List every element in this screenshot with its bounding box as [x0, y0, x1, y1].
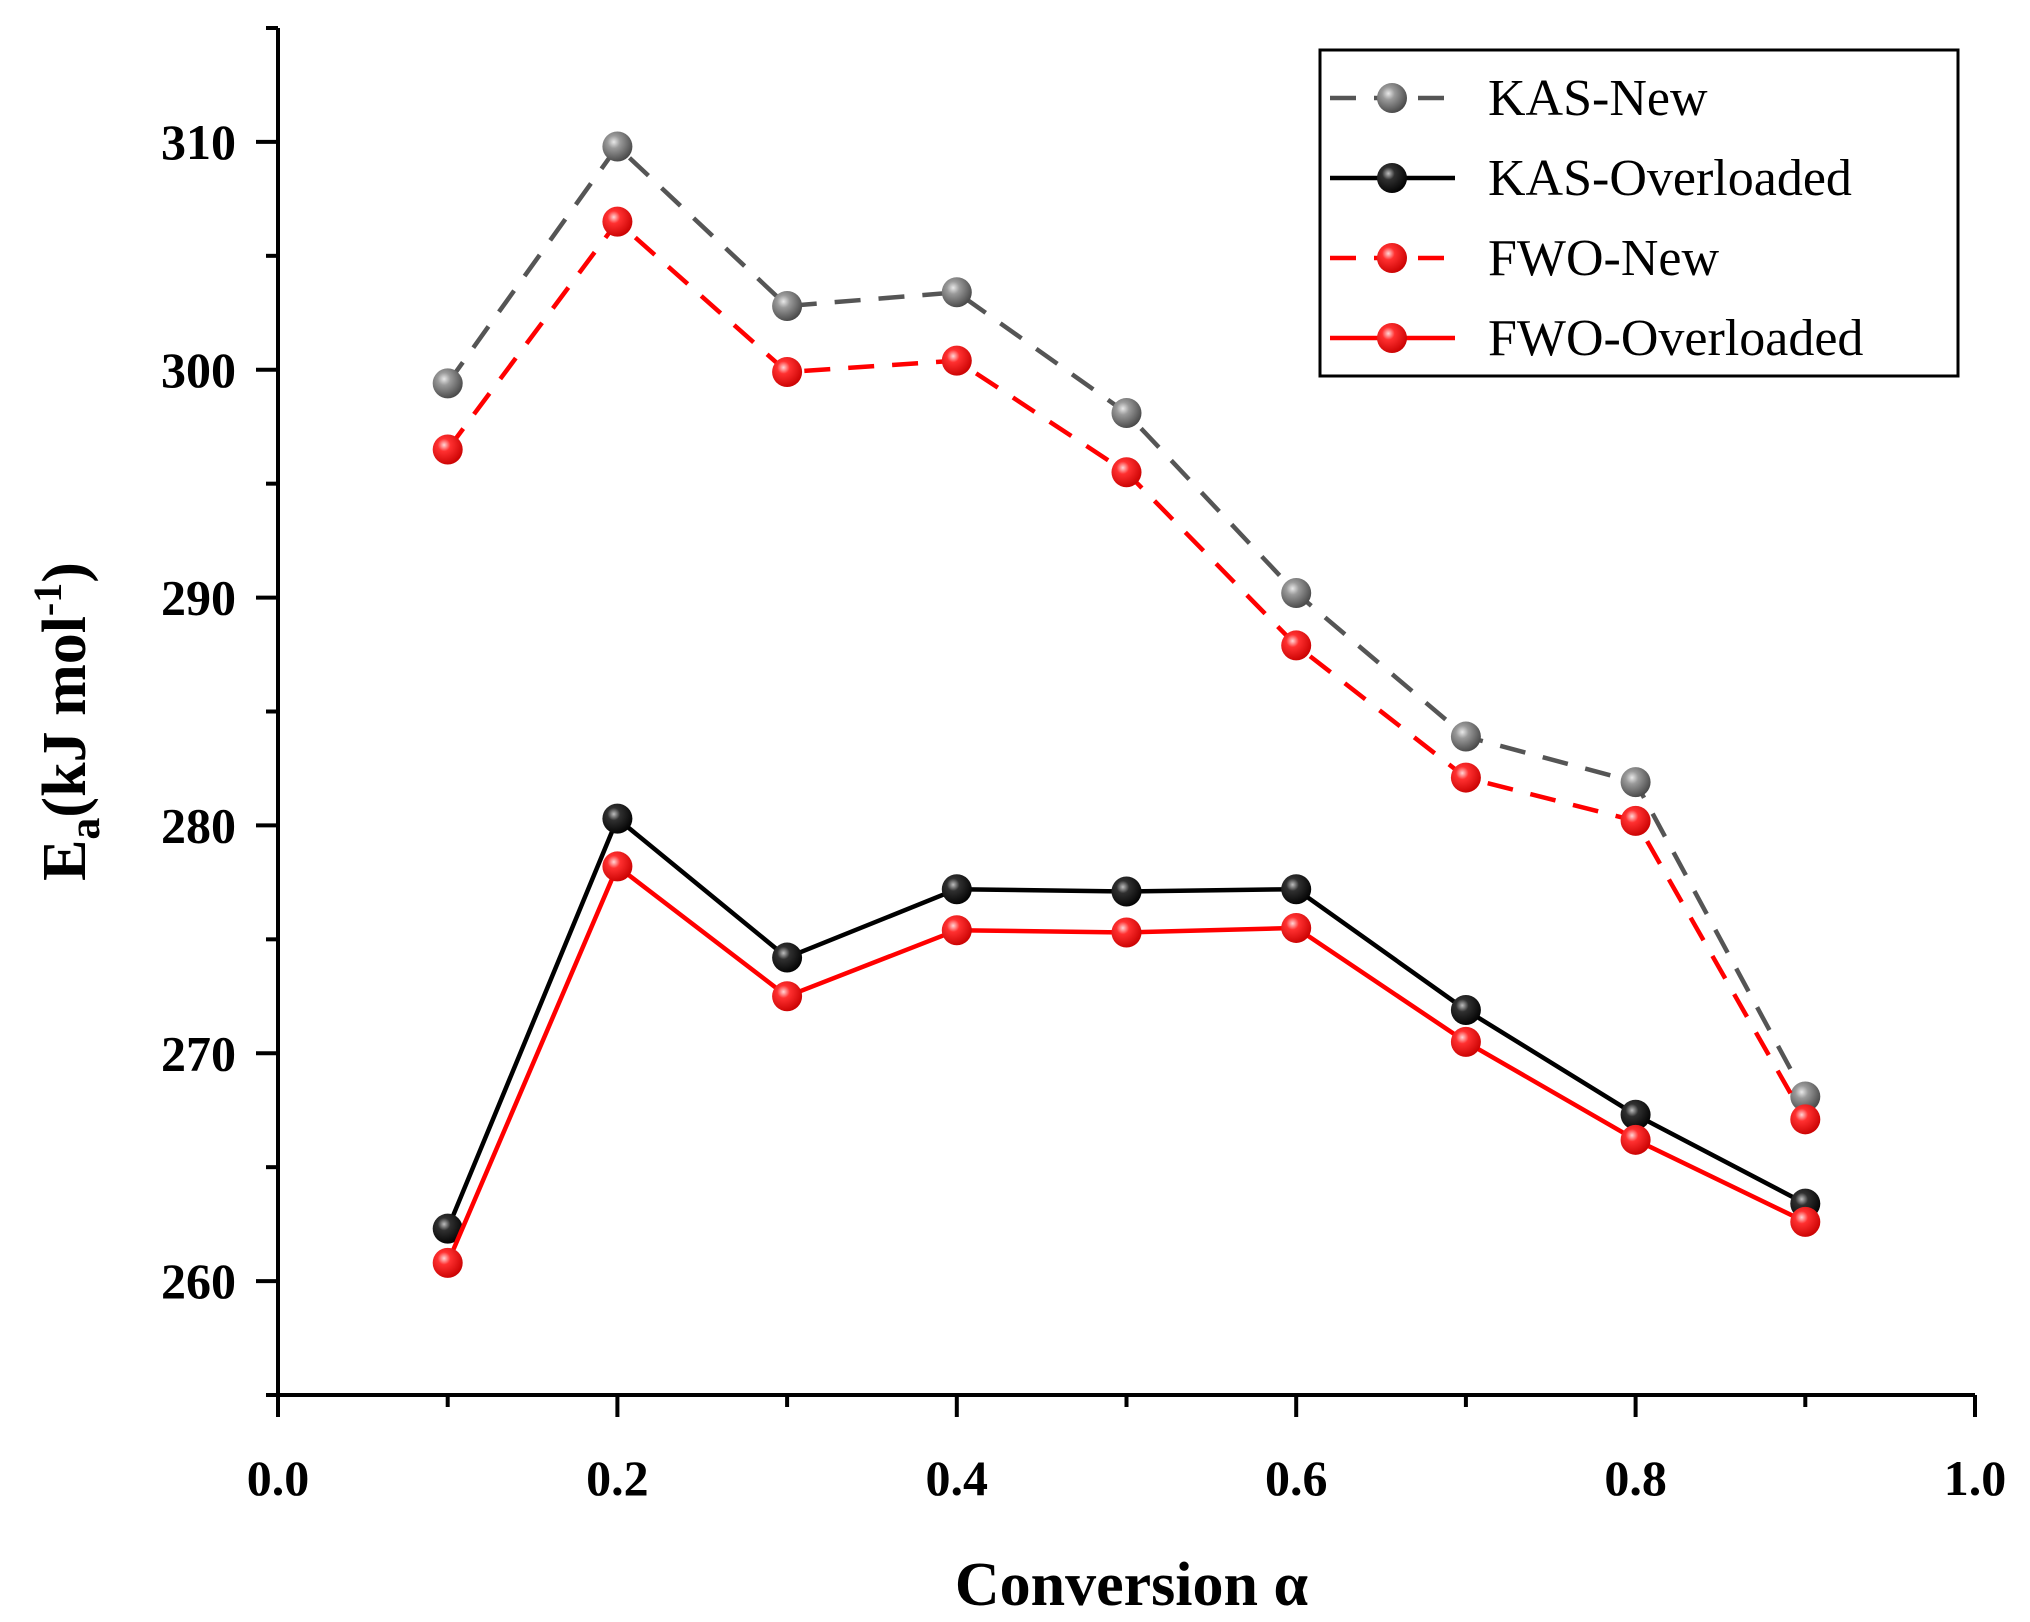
y-axis-title-superscript: -1 [25, 583, 70, 616]
series-kas-new [432, 131, 1821, 1112]
data-point [1111, 457, 1142, 488]
x-tick-label: 0.8 [1604, 1450, 1667, 1506]
data-point [1620, 1124, 1651, 1155]
legend-marker [1377, 83, 1407, 113]
legend-item: KAS-Overloaded [1330, 150, 1852, 207]
y-tick-label: 300 [161, 342, 236, 398]
data-point [602, 803, 633, 834]
data-point [1790, 1206, 1821, 1237]
axes: 0.0 0.2 0.4 0.6 0.8 1.0 260 270 280 290 300 310 [161, 26, 2007, 1506]
data-point [941, 345, 972, 376]
legend-label: KAS-Overloaded [1488, 150, 1852, 207]
data-point [1790, 1081, 1821, 1112]
legend-item: FWO-New [1330, 230, 1720, 287]
y-tick-label: 270 [161, 1025, 236, 1081]
y-tick-label: 260 [161, 1253, 236, 1309]
series-kas-overloaded [432, 803, 1821, 1244]
y-tick-label: 280 [161, 797, 236, 853]
legend-box [1318, 48, 1960, 378]
data-point [1450, 994, 1481, 1025]
y-axis-title-unit: (kJ mol [31, 616, 99, 818]
series-layer [432, 131, 1821, 1278]
legend-marker [1377, 243, 1407, 273]
x-tick-label: 0.4 [926, 1450, 989, 1506]
data-point [772, 981, 803, 1012]
data-point [1281, 874, 1312, 905]
data-point [432, 434, 463, 465]
series-fwo-overloaded [432, 851, 1821, 1278]
x-axis-title: Conversion α [955, 1551, 1308, 1619]
data-point [772, 357, 803, 388]
data-point [1111, 917, 1142, 948]
data-point [432, 1213, 463, 1244]
legend-item: KAS-New [1330, 70, 1708, 127]
data-point [432, 1247, 463, 1278]
x-tick-label: 1.0 [1944, 1450, 2007, 1506]
y-tick-label: 290 [161, 570, 236, 626]
data-point [1620, 1099, 1651, 1130]
data-point [772, 942, 803, 973]
data-point [1450, 721, 1481, 752]
data-point [1281, 630, 1312, 661]
data-point [602, 851, 633, 882]
legend-label: FWO-Overloaded [1488, 310, 1863, 367]
legend-marker [1377, 163, 1407, 193]
y-axis-title: Ea(kJ mol-1) [25, 562, 109, 881]
data-point [1620, 767, 1651, 798]
legend: KAS-New KAS-Overloaded FWO-New FWO-Overload… [1318, 48, 1960, 378]
data-point [1111, 876, 1142, 907]
data-point [1620, 805, 1651, 836]
legend-item: FWO-Overloaded [1330, 310, 1863, 367]
data-point [1790, 1104, 1821, 1135]
data-point [1450, 1026, 1481, 1057]
data-point [1450, 762, 1481, 793]
x-tick-label: 0.2 [586, 1450, 649, 1506]
data-point [941, 915, 972, 946]
legend-label: FWO-New [1488, 230, 1720, 287]
data-point [772, 290, 803, 321]
data-point [432, 368, 463, 399]
series-fwo-new [432, 206, 1821, 1135]
y-tick-label: 310 [161, 114, 236, 170]
y-axis-title-subscript: a [60, 818, 109, 840]
data-point [602, 206, 633, 237]
y-axis-title-main: E [31, 840, 99, 881]
legend-label: KAS-New [1488, 70, 1708, 127]
data-point [1281, 578, 1312, 609]
legend-marker [1377, 323, 1407, 353]
data-point [1281, 912, 1312, 943]
x-tick-label: 0.0 [247, 1450, 310, 1506]
x-tick-label: 0.6 [1265, 1450, 1328, 1506]
data-point [941, 874, 972, 905]
y-axis-title-close: ) [31, 562, 99, 583]
data-point [602, 131, 633, 162]
data-point [1111, 398, 1142, 429]
data-point [941, 277, 972, 308]
